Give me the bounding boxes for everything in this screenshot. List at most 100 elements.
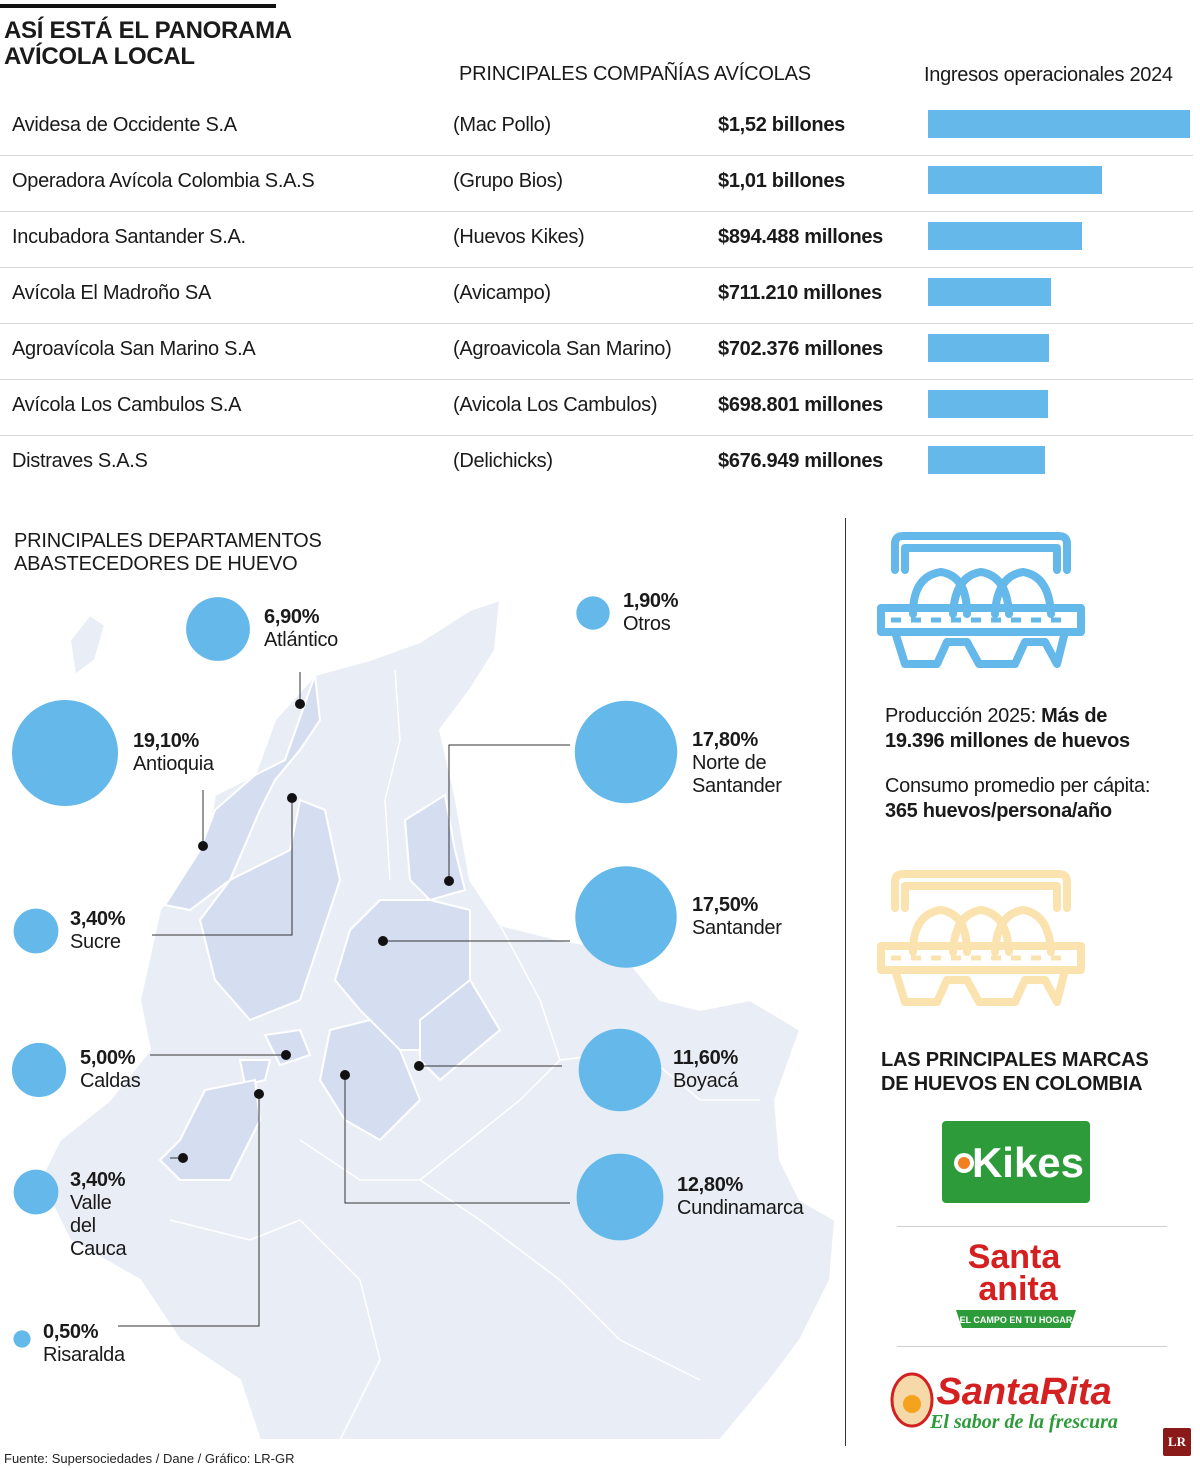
department-percentage: 3,40% <box>70 908 126 930</box>
santa-rita-logo-text: SantaRita <box>936 1371 1111 1413</box>
leader-line <box>118 1094 260 1327</box>
department-name: Boyacá <box>673 1070 738 1092</box>
source-note: Fuente: Supersociedades / Dane / Gráfico… <box>4 1451 295 1466</box>
company-revenue-value: $702.376 millones <box>718 338 884 360</box>
revenue-bar <box>928 390 1048 418</box>
company-brand: (Grupo Bios) <box>453 170 563 192</box>
company-row: Incubadora Santander S.A. (Huevos Kikes) $… <box>0 212 1193 268</box>
location-dot <box>287 793 297 803</box>
consumption-label: Consumo promedio per cápita: <box>885 775 1151 797</box>
location-dot <box>295 699 305 709</box>
department-label: 1,90% Otros <box>623 590 679 636</box>
department-name: Valle del Cauca <box>70 1192 127 1260</box>
department-name: Caldas <box>80 1070 141 1092</box>
department-label: 0,50% Risaralda <box>43 1321 125 1367</box>
department-name: Santander <box>692 775 782 797</box>
location-dot <box>198 841 208 851</box>
brand-separator <box>897 1346 1167 1347</box>
department-percentage: 17,50% <box>692 894 759 916</box>
leader-line <box>152 798 293 936</box>
egg-carton-blue-icon <box>877 532 1085 668</box>
department-percentage: 3,40% <box>70 1169 126 1191</box>
revenue-bar <box>928 446 1045 474</box>
location-dot <box>414 1061 424 1071</box>
department-percentage: 19,10% <box>133 730 200 752</box>
top-rule <box>0 4 276 8</box>
departments-title-line-2: ABASTECEDORES DE HUEVO <box>14 553 298 575</box>
company-row: Avícola Los Cambulos S.A (Avicola Los Cam… <box>0 380 1193 436</box>
company-name: Avidesa de Occidente S.A <box>12 114 237 136</box>
department-bubble <box>578 1028 662 1112</box>
company-row: Distraves S.A.S (Delichicks) $676.949 mill… <box>0 436 1193 491</box>
department-percentage: 11,60% <box>673 1047 738 1069</box>
department-label: 5,00% Caldas <box>80 1047 141 1093</box>
company-name: Incubadora Santander S.A. <box>12 226 246 248</box>
production-label: Producción 2025: <box>885 705 1042 727</box>
location-dot <box>254 1089 264 1099</box>
bubble-layer <box>11 596 678 1348</box>
department-label: 3,40% Sucre <box>70 908 126 954</box>
brand-separator <box>897 1226 1167 1227</box>
page-title-line-2: AVÍCOLA LOCAL <box>4 43 195 70</box>
department-label: 17,50% Santander <box>692 894 782 940</box>
colombia-map <box>11 596 837 1440</box>
company-revenue-value: $1,01 billones <box>718 170 845 192</box>
company-name: Avícola El Madroño SA <box>12 282 211 304</box>
location-dot <box>378 936 388 946</box>
department-percentage: 5,00% <box>80 1047 136 1069</box>
department-name: Cundinamarca <box>677 1197 804 1219</box>
revenue-bar <box>928 166 1102 194</box>
companies-header: PRINCIPALES COMPAÑÍAS AVÍCOLAS <box>459 63 811 85</box>
brands-title-line-2: DE HUEVOS EN COLOMBIA <box>881 1073 1143 1095</box>
santa-anita-logo-line-1: Santa <box>968 1238 1062 1276</box>
departments-title-line-1: PRINCIPALES DEPARTAMENTOS <box>14 530 322 552</box>
department-bubble <box>12 700 118 806</box>
location-dot <box>340 1070 350 1080</box>
department-name: Santander <box>692 917 782 939</box>
department-percentage: 6,90% <box>264 606 320 628</box>
map-highlighted-departments <box>158 674 502 1181</box>
company-row: Agroavícola San Marino S.A (Agroavicola S… <box>0 324 1193 380</box>
department-label: 19,10% Antioquia <box>133 730 214 776</box>
consumption-stat: Consumo promedio per cápita: 365 huevos/… <box>885 774 1195 824</box>
department-label: 11,60% Boyacá <box>673 1047 738 1093</box>
page-title: ASÍ ESTÁ EL PANORAMA AVÍCOLA LOCAL <box>4 18 304 70</box>
revenue-bar <box>928 278 1051 306</box>
brands-title: LAS PRINCIPALES MARCAS DE HUEVOS EN COLO… <box>881 1048 1149 1096</box>
department-bubble <box>575 866 677 968</box>
department-name: Risaralda <box>43 1344 125 1366</box>
department-bubble <box>576 596 610 630</box>
department-percentage: 1,90% <box>623 590 679 612</box>
kikes-logo: Kikes <box>942 1121 1090 1203</box>
santa-anita-logo-line-2: anita <box>978 1270 1058 1308</box>
santa-anita-logo: Santa anita EL CAMPO EN TU HOGAR <box>956 1238 1076 1328</box>
santa-rita-logo: SantaRita El sabor de la frescura <box>890 1371 1118 1433</box>
egg-carton-yellow-icon <box>877 870 1085 1006</box>
revenue-bar <box>928 222 1082 250</box>
consumption-value: 365 huevos/persona/año <box>885 800 1112 822</box>
department-name: Norte de <box>692 752 767 774</box>
departments-title: PRINCIPALES DEPARTAMENTOS ABASTECEDORES … <box>14 530 322 576</box>
company-brand: (Huevos Kikes) <box>453 226 585 248</box>
page-title-line-1: ASÍ ESTÁ EL PANORAMA <box>4 17 292 44</box>
company-revenue-value: $698.801 millones <box>718 394 884 416</box>
kikes-logo-text: Kikes <box>972 1139 1084 1186</box>
company-revenue-value: $894.488 millones <box>718 226 884 248</box>
department-bubble <box>13 1169 59 1215</box>
company-row: Operadora Avícola Colombia S.A.S (Grupo B… <box>0 156 1193 212</box>
location-dot <box>281 1050 291 1060</box>
company-name: Operadora Avícola Colombia S.A.S <box>12 170 315 192</box>
department-name: Antioquia <box>133 753 214 775</box>
company-revenue-value: $711.210 millones <box>718 282 882 304</box>
production-value-line-1: Más de <box>1041 705 1108 727</box>
map-borders <box>169 669 760 1440</box>
santa-rita-tagline: El sabor de la frescura <box>929 1411 1118 1433</box>
brands-title-line-1: LAS PRINCIPALES MARCAS <box>881 1049 1149 1071</box>
company-name: Agroavícola San Marino S.A <box>12 338 256 360</box>
company-row: Avidesa de Occidente S.A (Mac Pollo) $1,52… <box>0 100 1193 156</box>
santa-anita-tagline: EL CAMPO EN TU HOGAR <box>960 1315 1073 1325</box>
location-dot <box>444 876 454 886</box>
department-label: 12,80% Cundinamarca <box>677 1174 804 1220</box>
company-name: Distraves S.A.S <box>12 450 148 472</box>
company-row: Avícola El Madroño SA (Avicampo) $711.210 … <box>0 268 1193 324</box>
